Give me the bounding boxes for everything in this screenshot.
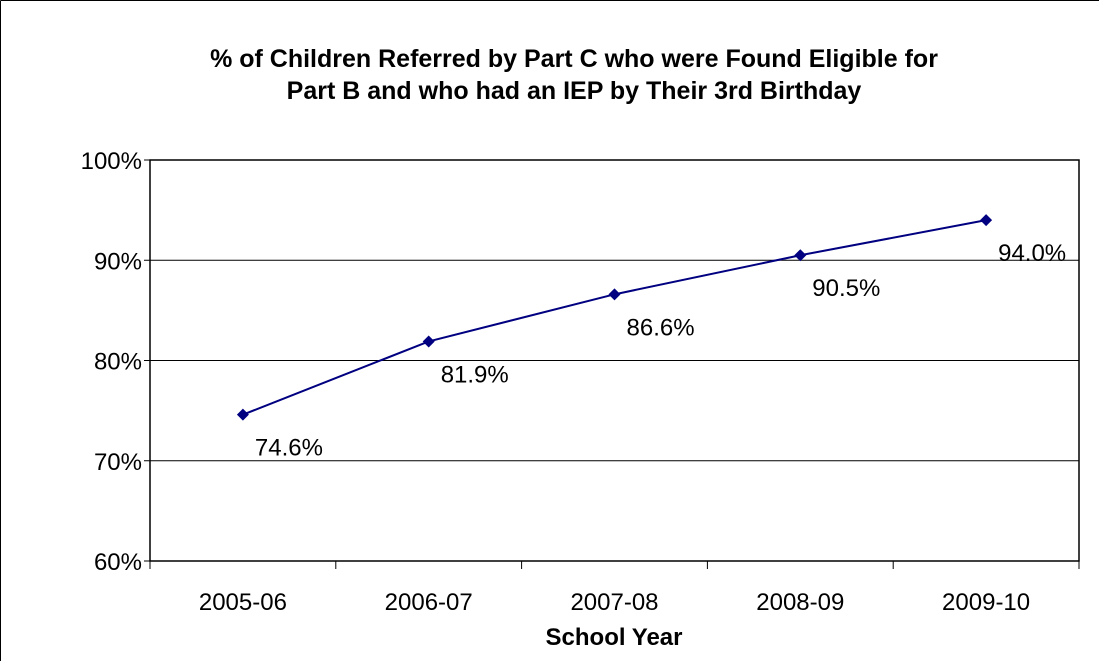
y-tick-label: 80% — [94, 349, 142, 376]
x-axis-tick-labels: 2005-06 2006-07 2007-08 2008-09 2009-10 — [199, 589, 1030, 616]
x-tick-label: 2007-08 — [570, 589, 658, 616]
data-label: 90.5% — [812, 275, 880, 302]
x-tick-label: 2009-10 — [942, 589, 1030, 616]
x-tick-label: 2006-07 — [385, 589, 473, 616]
data-label: 81.9% — [441, 361, 509, 388]
data-label: 74.6% — [255, 435, 323, 462]
data-point-marker — [794, 249, 807, 262]
data-label: 86.6% — [627, 314, 695, 341]
data-point-marker — [236, 408, 249, 421]
data-labels: 74.6% 81.9% 86.6% 90.5% 94.0% — [255, 240, 1066, 461]
data-point-marker — [608, 288, 621, 301]
data-point-marker — [422, 335, 435, 348]
y-tick-label: 100% — [81, 148, 142, 175]
y-axis-tick-labels: 60% 70% 80% 90% 100% — [81, 148, 142, 576]
y-tick-label: 90% — [94, 248, 142, 275]
y-tick-label: 60% — [94, 549, 142, 576]
x-tick-label: 2005-06 — [199, 589, 287, 616]
data-label: 94.0% — [998, 240, 1066, 267]
chart-title-line-2: Part B and who had an IEP by Their 3rd B… — [287, 77, 862, 105]
series-line-group — [236, 214, 993, 421]
y-tick-label: 70% — [94, 449, 142, 476]
gridlines — [144, 159, 1079, 562]
plot-area — [149, 159, 1080, 562]
x-axis-title: School Year — [546, 624, 683, 651]
series-line — [242, 219, 987, 416]
chart-title-line-1: % of Children Referred by Part C who wer… — [210, 45, 938, 73]
data-point-marker — [980, 214, 993, 227]
x-axis-ticks — [149, 561, 1080, 569]
x-tick-label: 2008-09 — [756, 589, 844, 616]
